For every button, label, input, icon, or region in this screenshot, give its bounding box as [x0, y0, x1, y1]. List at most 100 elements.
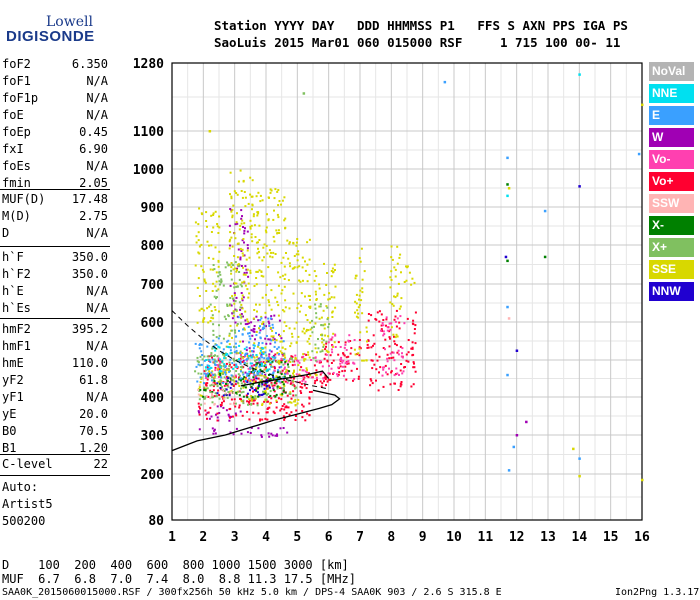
echo-point [393, 340, 396, 343]
echo-point [253, 309, 256, 311]
echo-point [240, 313, 243, 315]
echo-point [398, 256, 401, 259]
echo-point [228, 263, 231, 266]
echo-point [283, 278, 286, 280]
echo-point [311, 350, 314, 353]
echo-point [230, 272, 233, 275]
echo-point [283, 354, 286, 357]
echo-point [283, 321, 286, 324]
echo-point [393, 266, 396, 269]
echo-point [272, 338, 274, 341]
echo-point [282, 330, 285, 333]
echo-point [241, 297, 243, 300]
echo-point [308, 397, 311, 400]
echo-point [246, 379, 249, 382]
echo-point [263, 327, 266, 330]
param-row-fxi: fxI 6.90 [2, 141, 108, 158]
param-row-mufd: MUF(D) 17.48 [2, 191, 108, 208]
echo-point [249, 337, 252, 340]
echo-point [240, 370, 242, 373]
echo-point [236, 269, 238, 272]
echo-point [272, 377, 275, 380]
echo-point [235, 370, 238, 372]
echo-point [354, 277, 357, 280]
echo-point [396, 292, 399, 295]
echo-point [264, 392, 266, 395]
echo-point [309, 328, 312, 331]
echo-point [223, 357, 226, 360]
echo-point [365, 330, 368, 333]
echo-point [198, 309, 201, 312]
echo-point [401, 352, 403, 355]
echo-point [294, 419, 297, 421]
echo-point [395, 325, 398, 328]
echo-point [296, 402, 299, 405]
echo-point [305, 367, 308, 370]
echo-point [296, 259, 299, 262]
echo-point [525, 420, 528, 424]
echo-point [294, 404, 297, 406]
echo-point [297, 360, 300, 363]
echo-point [328, 297, 331, 300]
echo-point [267, 356, 270, 359]
echo-point [336, 375, 339, 378]
echo-point [277, 284, 280, 287]
echo-point [249, 219, 252, 222]
echo-point [313, 382, 316, 385]
echo-point [246, 372, 249, 375]
echo-point [207, 411, 210, 414]
echo-point [202, 270, 205, 273]
echo-point [252, 376, 255, 379]
echo-point [373, 363, 376, 366]
echo-point [231, 216, 234, 219]
echo-point [221, 360, 224, 363]
echo-point [195, 235, 198, 238]
echo-point [249, 384, 252, 387]
echo-point [276, 352, 279, 354]
echo-point [327, 316, 330, 319]
echo-point [267, 360, 270, 363]
echo-point [225, 371, 228, 374]
echo-point [370, 359, 373, 362]
echo-point [320, 385, 323, 388]
echo-point [253, 342, 256, 345]
echo-point [282, 363, 285, 366]
echo-point [270, 339, 273, 342]
param-row-hes: h`Es N/A [2, 300, 108, 317]
echo-point [240, 366, 243, 369]
echo-point [243, 271, 246, 274]
param-key: hmF1 [2, 339, 31, 353]
echo-point [341, 361, 344, 364]
echo-point [254, 397, 257, 400]
echo-point [227, 413, 230, 416]
echo-point [242, 266, 244, 269]
echo-point [395, 367, 398, 370]
echo-point [240, 222, 243, 225]
echo-point [286, 394, 289, 397]
echo-point [314, 379, 317, 382]
echo-point [241, 333, 244, 336]
echo-point [248, 399, 251, 402]
echo-point [224, 365, 227, 368]
echo-point [234, 223, 237, 226]
echo-point [344, 362, 347, 365]
echo-point [227, 354, 230, 357]
echo-point [299, 385, 302, 388]
echo-point [244, 376, 247, 379]
echo-point [277, 314, 280, 317]
echo-point [284, 391, 287, 394]
echo-point [257, 250, 260, 253]
echo-point [211, 376, 213, 379]
echo-point [298, 279, 301, 282]
echo-point [204, 395, 207, 398]
echo-point [272, 376, 275, 379]
echo-point [396, 317, 399, 320]
echo-point [255, 270, 258, 273]
echo-point [274, 296, 277, 299]
echo-point [209, 397, 212, 400]
echo-point [270, 383, 273, 386]
echo-point [264, 417, 267, 420]
echo-point [246, 410, 249, 413]
echo-point [206, 355, 209, 358]
echo-point [253, 364, 256, 367]
